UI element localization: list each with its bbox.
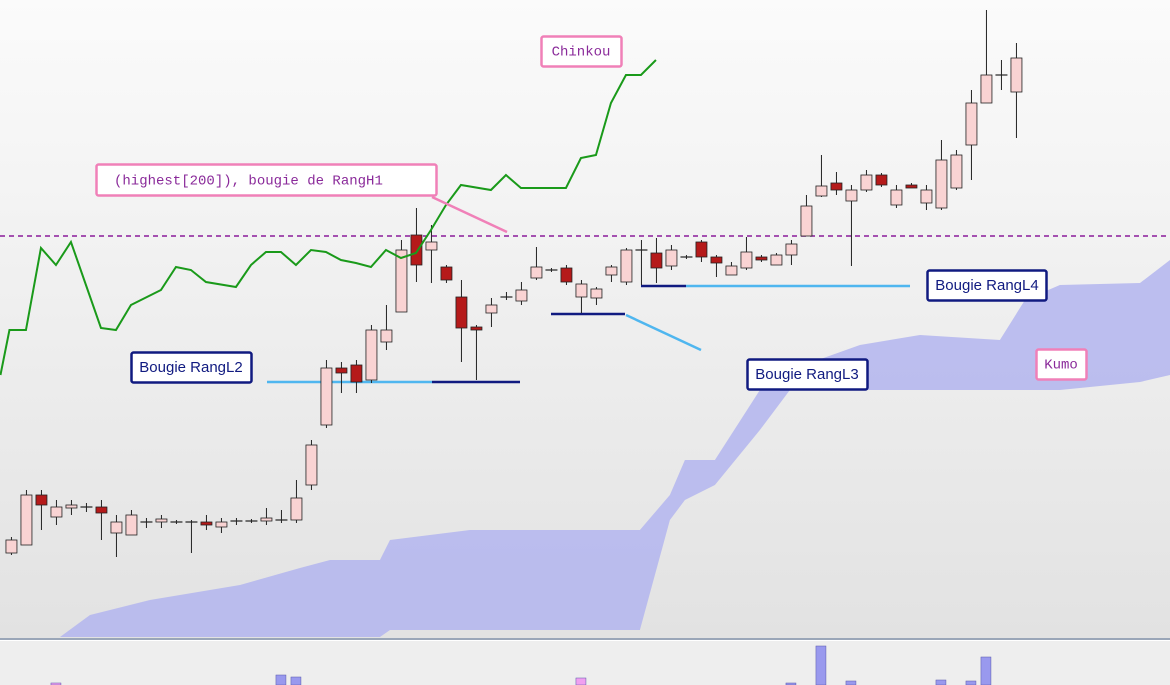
annotation-box [1035, 348, 1088, 381]
volume-bar [980, 656, 992, 685]
candle-body [560, 267, 573, 283]
candle-body [155, 518, 168, 523]
annotation-text: (highest[200]), bougie de RangH1 [114, 174, 383, 190]
candle-body [515, 289, 528, 302]
candle-body [965, 102, 978, 146]
annotation-box [130, 351, 253, 384]
candle-body [335, 367, 348, 374]
candle-body [605, 266, 618, 276]
candle-body [260, 517, 273, 522]
candle-body [620, 249, 633, 283]
volume-background [0, 641, 1170, 685]
pointer-line [431, 195, 508, 234]
volume-bar [965, 680, 977, 685]
candle-body [920, 189, 933, 204]
candle-body [980, 74, 993, 104]
candle-body [575, 283, 588, 298]
candle-body [860, 174, 873, 191]
candle-body [425, 241, 438, 251]
candle-body [440, 266, 453, 281]
volume-bar [815, 645, 827, 685]
volume-bar [50, 682, 62, 685]
volume-bar [290, 676, 302, 685]
kumo-label: Kumo [1044, 358, 1078, 374]
candle-body [770, 254, 783, 266]
candle-body [455, 296, 468, 329]
annotation-text: Bougie RangL2 [139, 359, 242, 376]
annotation-box [746, 358, 869, 391]
volume-bar [575, 677, 587, 685]
candle-body [740, 251, 753, 269]
kumo-cloud [60, 260, 1170, 637]
chinkou-line [0, 59, 657, 376]
candle-body [590, 288, 603, 299]
candle-body [875, 174, 888, 186]
candle-body [5, 539, 18, 554]
candle-body [725, 265, 738, 276]
volume-bar [275, 674, 287, 685]
candle-body [800, 205, 813, 237]
volume-bar [785, 682, 797, 685]
candle-body [410, 234, 423, 266]
annotation-box [95, 163, 438, 197]
candle-body [125, 514, 138, 536]
candle-body [1010, 57, 1023, 93]
candle-body [935, 159, 948, 209]
candle-body [200, 521, 213, 526]
candle-body [380, 329, 393, 343]
candle-body [290, 497, 303, 521]
candle-body [665, 249, 678, 267]
candle-body [470, 326, 483, 331]
candle-body [395, 249, 408, 313]
volume-bar [845, 680, 857, 685]
candle-body [35, 494, 48, 506]
candle-body [890, 189, 903, 206]
candle-body [845, 189, 858, 202]
candle-body [755, 256, 768, 261]
candle-body [95, 506, 108, 514]
chinkou-label: Chinkou [552, 45, 611, 61]
candle-body [830, 182, 843, 191]
candle-body [320, 367, 333, 426]
candle-body [905, 184, 918, 189]
candle-body [530, 266, 543, 279]
candle-body [950, 154, 963, 189]
candle-body [815, 185, 828, 197]
annotation-box [926, 269, 1048, 302]
candle-body [485, 304, 498, 314]
candle-body [50, 506, 63, 518]
candle-body [110, 521, 123, 534]
candle-body [710, 256, 723, 264]
candle-body [65, 504, 78, 509]
candle-body [20, 494, 33, 546]
candle-body [695, 241, 708, 258]
candle-body [650, 252, 663, 269]
candle-body [365, 329, 378, 381]
annotation-box [540, 35, 623, 68]
volume-bar [935, 679, 947, 685]
candle-body [305, 444, 318, 486]
annotation-text: Bougie RangL4 [935, 277, 1038, 294]
candle-body [785, 243, 798, 256]
candle-body [350, 364, 363, 383]
candle-body [215, 521, 228, 528]
annotation-text: Bougie RangL3 [755, 366, 858, 383]
pointer-line [625, 313, 702, 352]
